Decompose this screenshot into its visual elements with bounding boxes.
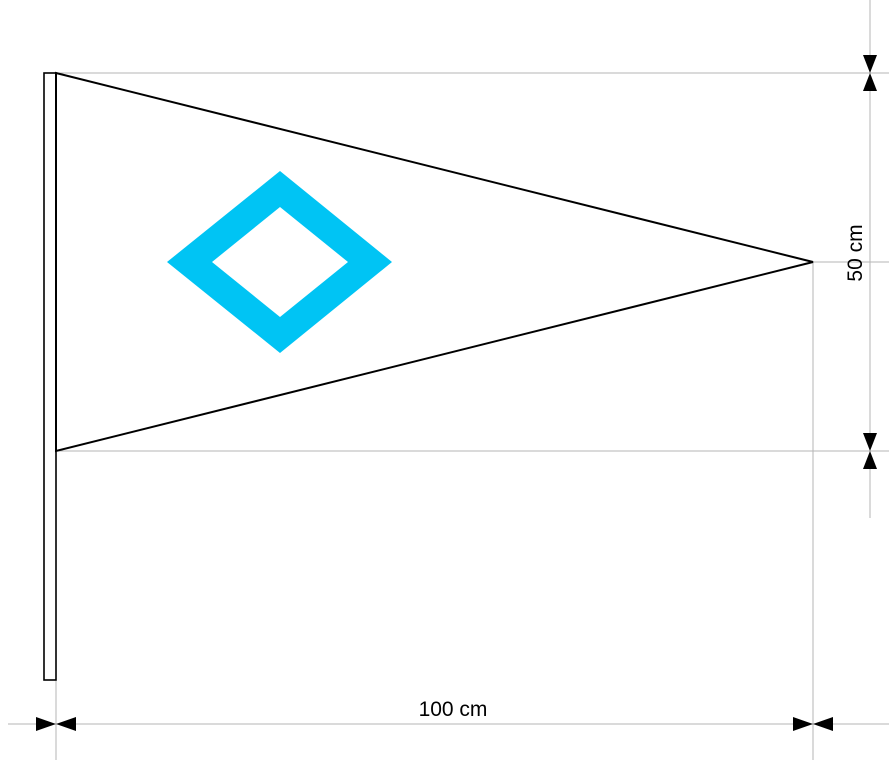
height-arrows	[863, 55, 877, 469]
arrow-down-icon	[863, 55, 877, 73]
arrow-right-icon	[36, 717, 56, 731]
diamond-emblem	[167, 171, 392, 353]
pennant-triangle	[55, 71, 814, 453]
flag-pole	[43, 72, 57, 681]
arrow-up-icon	[863, 73, 877, 91]
arrow-down-icon	[863, 433, 877, 451]
arrow-up-icon	[863, 451, 877, 469]
width-dimension-label: 100 cm	[419, 698, 488, 721]
width-arrows	[36, 717, 833, 731]
arrow-right-icon	[793, 717, 813, 731]
arrow-left-icon	[813, 717, 833, 731]
height-dimension-label: 50 cm	[844, 224, 867, 281]
arrow-left-icon	[56, 717, 76, 731]
